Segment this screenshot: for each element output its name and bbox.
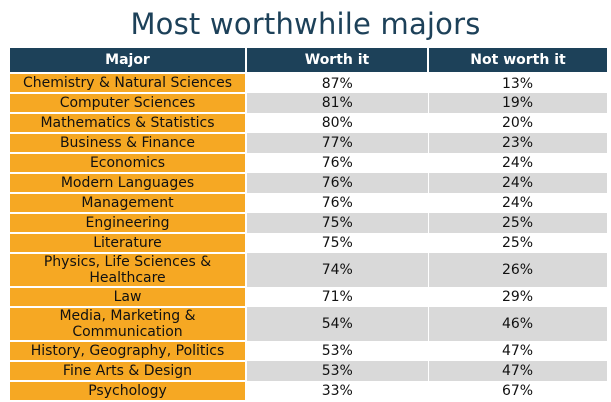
column-header-major: Major [10, 48, 247, 74]
table-row: History, Geography, Politics 53% 47% [10, 341, 608, 362]
table-row: Fine Arts & Design 53% 47% [10, 361, 608, 382]
major-cell: Engineering [10, 213, 247, 234]
worth-it-cell: 77% [246, 133, 429, 153]
major-cell: Computer Sciences [10, 93, 247, 114]
not-worth-it-cell: 47% [428, 361, 608, 381]
worth-it-cell: 87% [246, 73, 429, 93]
worth-it-cell: 76% [246, 193, 429, 213]
table-body: Chemistry & Natural Sciences 87% 13% Comput… [10, 73, 608, 402]
worth-it-cell: 75% [246, 213, 429, 233]
not-worth-it-cell: 29% [428, 287, 608, 307]
table-row: Literature 75% 25% [10, 233, 608, 254]
not-worth-it-cell: 46% [428, 307, 608, 341]
table-row: Management 76% 24% [10, 193, 608, 214]
worth-it-cell: 53% [246, 341, 429, 361]
worth-it-cell: 54% [246, 307, 429, 341]
worth-it-cell: 80% [246, 113, 429, 133]
major-cell: Chemistry & Natural Sciences [10, 73, 247, 94]
major-cell: Business & Finance [10, 133, 247, 154]
major-cell: Mathematics & Statistics [10, 113, 247, 134]
table-row: Psychology 33% 67% [10, 381, 608, 402]
table-row: Economics 76% 24% [10, 153, 608, 174]
not-worth-it-cell: 23% [428, 133, 608, 153]
major-cell: Literature [10, 233, 247, 254]
column-header-not-worth-it: Not worth it [428, 48, 607, 74]
major-cell: Fine Arts & Design [10, 361, 247, 382]
not-worth-it-cell: 47% [428, 341, 608, 361]
table-header-row: Major Worth it Not worth it [10, 48, 607, 74]
major-cell: Management [10, 193, 247, 214]
major-cell: History, Geography, Politics [10, 341, 247, 362]
not-worth-it-cell: 24% [428, 153, 608, 173]
worth-it-cell: 33% [246, 381, 429, 401]
worth-it-cell: 71% [246, 287, 429, 307]
table-row: Law 71% 29% [10, 287, 608, 308]
worth-it-cell: 76% [246, 173, 429, 193]
major-cell: Physics, Life Sciences & Healthcare [10, 253, 247, 288]
chart-title: Most worthwhile majors [130, 7, 481, 41]
table-row: Computer Sciences 81% 19% [10, 93, 608, 114]
worth-it-cell: 74% [246, 253, 429, 287]
not-worth-it-cell: 67% [428, 381, 608, 401]
table-row: Business & Finance 77% 23% [10, 133, 608, 154]
not-worth-it-cell: 24% [428, 173, 608, 193]
worth-it-cell: 81% [246, 93, 429, 113]
table-row: Chemistry & Natural Sciences 87% 13% [10, 73, 608, 94]
majors-table: Major Worth it Not worth it Chemistry & … [10, 48, 608, 402]
worth-it-cell: 53% [246, 361, 429, 381]
table-row: Mathematics & Statistics 80% 20% [10, 113, 608, 134]
not-worth-it-cell: 13% [428, 73, 608, 93]
worth-it-cell: 76% [246, 153, 429, 173]
not-worth-it-cell: 24% [428, 193, 608, 213]
major-cell: Modern Languages [10, 173, 247, 194]
table-row: Media, Marketing & Communication 54% 46% [10, 307, 608, 342]
not-worth-it-cell: 19% [428, 93, 608, 113]
major-cell: Economics [10, 153, 247, 174]
major-cell: Psychology [10, 381, 247, 402]
not-worth-it-cell: 20% [428, 113, 608, 133]
table-row: Physics, Life Sciences & Healthcare 74% 26… [10, 253, 608, 288]
major-cell: Media, Marketing & Communication [10, 307, 247, 342]
table-row: Modern Languages 76% 24% [10, 173, 608, 194]
not-worth-it-cell: 26% [428, 253, 608, 287]
not-worth-it-cell: 25% [428, 233, 608, 253]
column-header-worth-it: Worth it [246, 48, 429, 74]
major-cell: Law [10, 287, 247, 308]
not-worth-it-cell: 25% [428, 213, 608, 233]
table-row: Engineering 75% 25% [10, 213, 608, 234]
worth-it-cell: 75% [246, 233, 429, 253]
